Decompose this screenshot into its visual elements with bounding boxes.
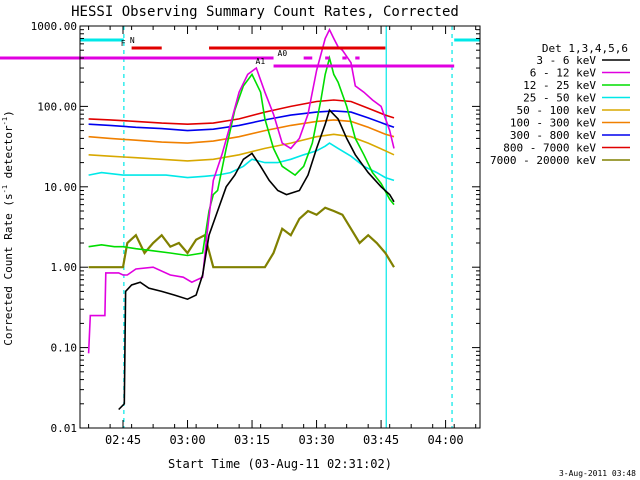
legend-entry-label: 50 - 100 keV [517, 104, 597, 117]
y-axis-label: Corrected Count Rate (s-1 detector-1) [1, 110, 15, 345]
legend-title: Det 1,3,4,5,6 [542, 42, 628, 55]
y-axis-label-close: ) [2, 110, 15, 117]
legend-entry-label: 12 - 25 keV [523, 79, 596, 92]
y-axis-label-mid: detector [2, 125, 15, 185]
legend-entry-label: 100 - 300 keV [510, 117, 596, 130]
y-tick-label: 10.00 [44, 181, 77, 194]
series-line-7000-20000-kev [88, 206, 395, 269]
legend-entry-label: 3 - 6 keV [536, 54, 596, 67]
y-tick-label: 1000.00 [31, 20, 77, 33]
x-axis: 02:45 03:00 03:15 03:30 03:45 04:00 [88, 26, 477, 447]
legend-entry-label: 7000 - 20000 keV [490, 154, 596, 167]
state-bar-label: A0 [278, 49, 288, 58]
state-bar-label: F [121, 39, 126, 48]
legend-entry-label: 300 - 800 keV [510, 129, 596, 142]
y-axis-label-sup: -1 [1, 185, 9, 193]
y-tick-label: 0.10 [51, 342, 78, 355]
state-bar-label: A1 [256, 57, 266, 66]
x-tick-label: 03:15 [234, 433, 270, 447]
x-tick-label: 03:45 [363, 433, 399, 447]
timestamp-stamp: 3-Aug-2011 03:48 [559, 469, 636, 478]
series-line-6-12-kev [87, 27, 395, 354]
state-bar-label: N [130, 36, 135, 45]
x-tick-label: 04:00 [428, 433, 464, 447]
series-line-50-100-kev [88, 133, 395, 162]
plot-area: NF A0 A1 [0, 26, 480, 428]
legend-entry-label: 800 - 7000 keV [503, 142, 596, 155]
y-tick-label: 100.00 [37, 100, 77, 113]
x-tick-label: 03:30 [298, 433, 334, 447]
y-axis: 1000.00 100.00 10.00 1.00 0.10 0.01 [31, 20, 480, 435]
x-tick-label: 02:45 [105, 433, 141, 447]
series-line-25-50-kev [88, 142, 395, 182]
legend-entry-label: 6 - 12 keV [530, 67, 597, 80]
y-tick-label: 1.00 [51, 261, 78, 274]
x-tick-label: 03:00 [169, 433, 205, 447]
y-axis-label-sup2: -1 [1, 117, 9, 125]
y-tick-label: 0.01 [51, 422, 78, 435]
series-line-100-300-kev [88, 119, 395, 144]
y-axis-label-main: Corrected Count Rate (s [2, 193, 15, 345]
x-axis-label: Start Time (03-Aug-11 02:31:02) [168, 457, 392, 471]
series-line-12-25-kev [88, 54, 395, 257]
series-line-3-6-kev [118, 108, 395, 411]
legend-entry-label: 25 - 50 keV [523, 92, 596, 105]
series-line-800-7000-kev [88, 99, 395, 126]
chart-title: HESSI Observing Summary Count Rates, Cor… [71, 4, 459, 20]
plot-frame [79, 25, 481, 429]
